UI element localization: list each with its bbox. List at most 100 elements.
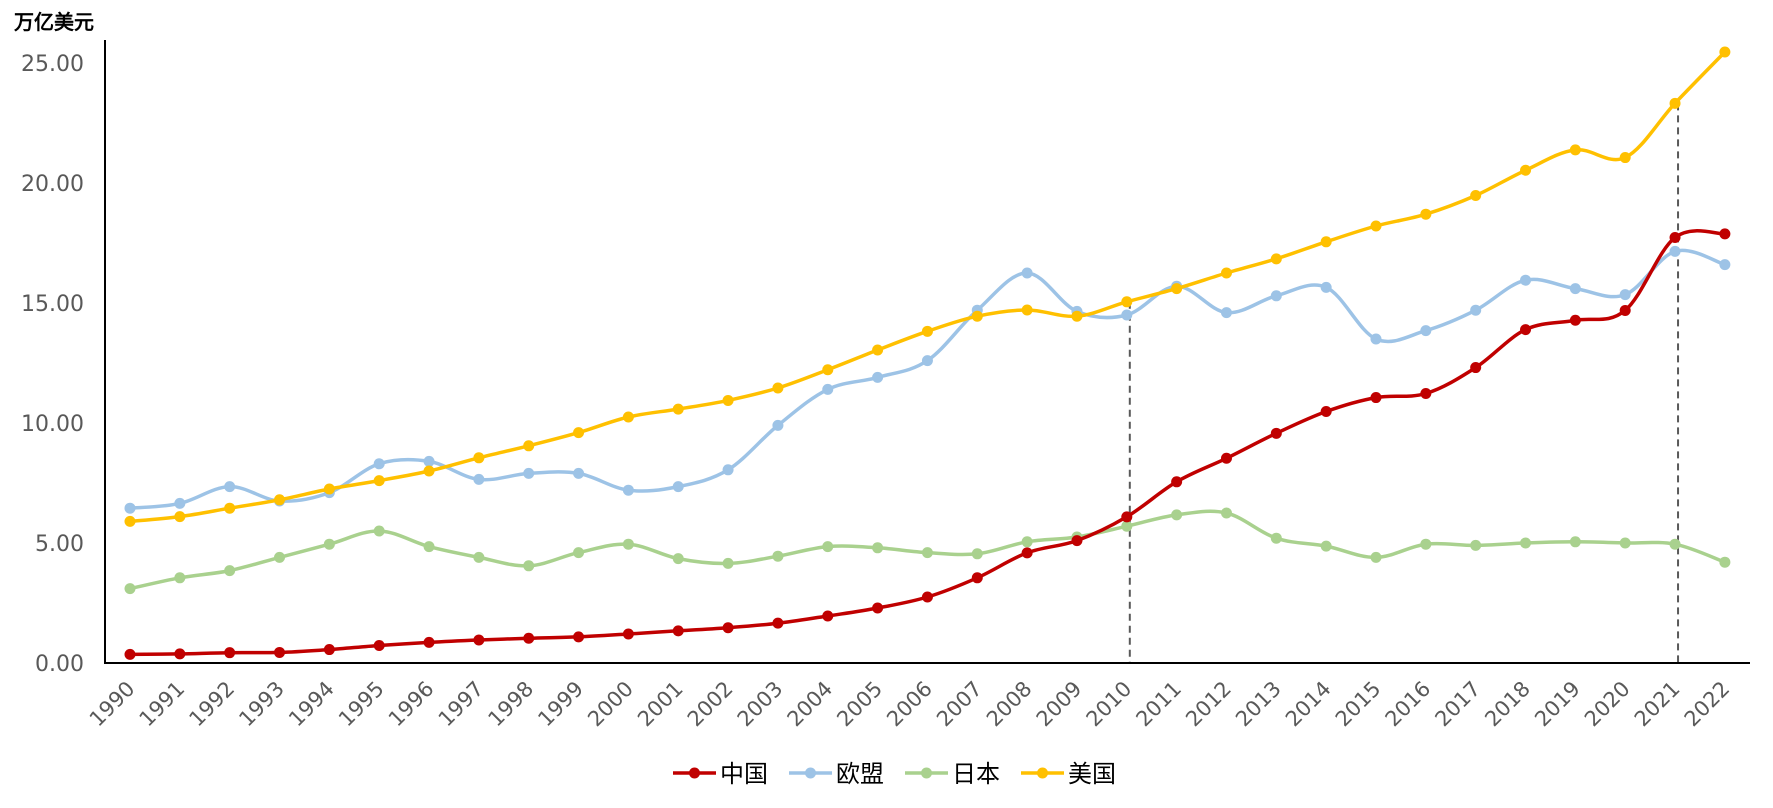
reference-lines xyxy=(1128,103,1680,663)
x-tick-label: 1990 xyxy=(85,677,140,732)
data-point xyxy=(1220,452,1232,464)
data-point xyxy=(1220,267,1232,279)
x-tick-label: 2012 xyxy=(1181,677,1236,732)
data-point xyxy=(174,572,186,584)
data-point xyxy=(822,610,834,622)
data-point xyxy=(622,484,634,496)
data-point xyxy=(1370,551,1382,563)
x-tick-label: 2002 xyxy=(683,677,738,732)
data-point xyxy=(573,631,585,643)
data-point xyxy=(1270,290,1282,302)
data-point xyxy=(1470,304,1482,316)
legend-swatch-marker xyxy=(921,767,932,779)
x-tick-label: 1999 xyxy=(533,677,588,732)
x-tick-label: 1994 xyxy=(284,677,339,732)
data-point xyxy=(921,547,933,559)
data-point xyxy=(872,371,884,383)
data-point xyxy=(1021,536,1033,548)
series-日本 xyxy=(124,507,1731,595)
legend-swatch-marker xyxy=(1037,767,1048,779)
legend-swatch-marker xyxy=(805,767,816,779)
data-point xyxy=(672,625,684,637)
data-point xyxy=(1569,314,1581,326)
y-tick-label: 10.00 xyxy=(21,412,84,437)
data-point xyxy=(1220,507,1232,519)
data-point xyxy=(1719,228,1731,240)
data-point xyxy=(1470,539,1482,551)
data-point xyxy=(672,403,684,415)
data-point xyxy=(672,481,684,493)
data-point xyxy=(274,646,286,658)
data-point xyxy=(1270,532,1282,544)
legend-item: 美国 xyxy=(1021,760,1116,788)
x-tick-label: 2001 xyxy=(633,677,688,732)
data-point xyxy=(1520,164,1532,176)
data-point xyxy=(224,502,236,514)
y-tick-label: 15.00 xyxy=(21,292,84,317)
data-point xyxy=(1719,46,1731,58)
x-tick-label: 1997 xyxy=(434,677,489,732)
data-point xyxy=(323,538,335,550)
x-tick-label: 2008 xyxy=(982,677,1037,732)
data-point xyxy=(124,583,136,595)
data-point xyxy=(373,458,385,470)
data-point xyxy=(971,548,983,560)
legend-item: 日本 xyxy=(905,760,1000,788)
data-point xyxy=(1320,405,1332,417)
series-美国 xyxy=(124,46,1731,527)
data-point xyxy=(1669,245,1681,257)
data-point xyxy=(822,541,834,553)
data-point xyxy=(1569,144,1581,156)
data-point xyxy=(622,538,634,550)
data-point xyxy=(1021,304,1033,316)
x-tick-label: 2013 xyxy=(1231,677,1286,732)
data-point xyxy=(1121,309,1133,321)
data-point xyxy=(323,644,335,656)
data-point xyxy=(1520,274,1532,286)
legend-label: 中国 xyxy=(720,760,768,788)
data-point xyxy=(423,455,435,467)
data-point xyxy=(1121,296,1133,308)
data-point xyxy=(622,628,634,640)
data-point xyxy=(1171,283,1183,295)
x-tick-label: 1991 xyxy=(135,677,190,732)
data-point xyxy=(1021,267,1033,279)
series-line xyxy=(128,50,1727,524)
data-point xyxy=(523,632,535,644)
data-point xyxy=(1021,547,1033,559)
data-point xyxy=(1171,476,1183,488)
data-point xyxy=(174,648,186,660)
data-point xyxy=(1270,427,1282,439)
data-point xyxy=(473,473,485,485)
data-point xyxy=(1071,535,1083,547)
y-tick-label: 25.00 xyxy=(21,52,84,77)
data-point xyxy=(373,475,385,487)
x-tick-label: 1995 xyxy=(334,677,389,732)
data-point xyxy=(1619,289,1631,301)
data-point xyxy=(822,383,834,395)
x-tick-label: 2021 xyxy=(1630,677,1685,732)
legend-swatch-marker xyxy=(689,767,700,779)
data-point xyxy=(1420,387,1432,399)
data-point xyxy=(1320,236,1332,248)
data-point xyxy=(772,419,784,431)
x-tick-label: 1996 xyxy=(384,677,439,732)
x-tick-label: 2006 xyxy=(882,677,937,732)
data-point xyxy=(1220,307,1232,319)
x-tick-label: 2009 xyxy=(1032,677,1087,732)
x-tick-label: 2016 xyxy=(1381,677,1436,732)
x-axis-ticks: 1990199119921993199419951996199719981999… xyxy=(85,677,1735,732)
data-point xyxy=(872,344,884,356)
legend-label: 日本 xyxy=(952,760,1000,788)
y-tick-label: 20.00 xyxy=(21,172,84,197)
data-point xyxy=(672,553,684,565)
x-tick-label: 1993 xyxy=(234,677,289,732)
data-point xyxy=(872,602,884,614)
x-tick-label: 2011 xyxy=(1131,677,1186,732)
data-point xyxy=(124,502,136,514)
x-tick-label: 1992 xyxy=(184,677,239,732)
series-line xyxy=(128,248,1727,510)
data-point xyxy=(1420,538,1432,550)
x-tick-label: 2018 xyxy=(1480,677,1535,732)
data-point xyxy=(473,551,485,563)
